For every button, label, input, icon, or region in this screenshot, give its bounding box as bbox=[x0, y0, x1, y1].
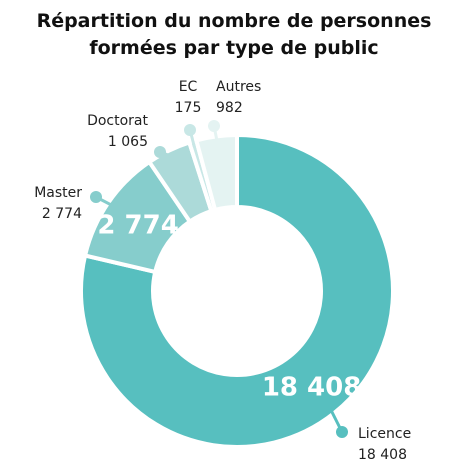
leader-dot bbox=[184, 124, 196, 136]
slice-value-label: 1 065 bbox=[108, 134, 148, 150]
leader-dot bbox=[208, 120, 220, 132]
slice-label: EC bbox=[179, 79, 198, 95]
slice-value-label: 2 774 bbox=[42, 206, 82, 222]
slice-value-label: 175 bbox=[175, 100, 202, 116]
slice-label: Autres bbox=[216, 79, 261, 95]
slice bbox=[193, 132, 239, 213]
slice bbox=[79, 132, 395, 449]
slice-label: Master bbox=[34, 185, 82, 201]
leader-dot bbox=[154, 146, 166, 158]
slice-label: Licence bbox=[358, 426, 411, 442]
slice-label: Doctorat bbox=[87, 113, 148, 129]
slice-value-label: 982 bbox=[216, 100, 243, 116]
inner-value-label: 18 408 bbox=[262, 373, 362, 403]
slice-value-label: 18 408 bbox=[358, 447, 407, 459]
chart-title: Répartition du nombre de personnes formé… bbox=[36, 10, 432, 59]
inner-value-label: 2 774 bbox=[97, 211, 178, 241]
leader-dot bbox=[90, 191, 102, 203]
leader-dot bbox=[336, 426, 348, 438]
